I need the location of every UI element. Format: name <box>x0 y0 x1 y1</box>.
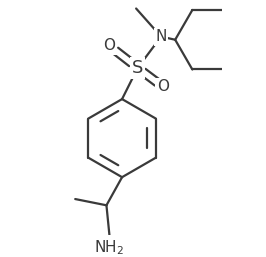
Text: S: S <box>132 59 143 77</box>
Text: N: N <box>155 29 167 44</box>
Text: O: O <box>157 79 169 94</box>
Text: NH$_2$: NH$_2$ <box>94 238 125 257</box>
Text: O: O <box>103 39 115 53</box>
